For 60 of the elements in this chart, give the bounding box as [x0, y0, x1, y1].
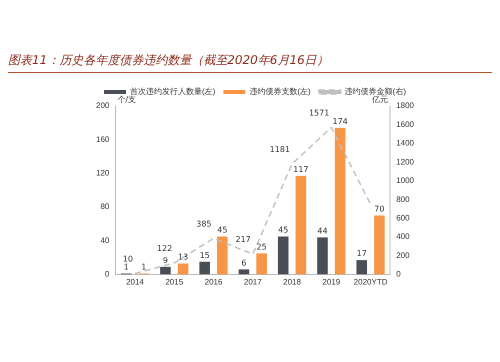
- data-label: 1: [124, 262, 129, 272]
- data-label: 9: [162, 256, 168, 265]
- y-tick-label: 120: [96, 168, 110, 178]
- x-tick-label: 2020YTD: [354, 277, 388, 286]
- x-tick-label: 2015: [165, 277, 184, 286]
- bar: [256, 253, 267, 274]
- data-label: 6: [241, 258, 246, 268]
- chart-title: 图表11：历史各年度债券违约数量（截至2020年6月16日）: [8, 52, 492, 73]
- bar: [317, 237, 328, 274]
- y-tick-label: 0: [104, 270, 110, 279]
- bar: [296, 176, 306, 274]
- data-label: 25: [256, 242, 267, 252]
- data-label: 1571: [308, 108, 330, 118]
- y2-tick-label: 1800: [396, 101, 415, 110]
- data-label: 1181: [270, 144, 290, 154]
- y-tick-label: 160: [96, 134, 110, 144]
- data-label: 44: [317, 226, 328, 236]
- legend-label: 首次违约发行人数量(左): [130, 87, 216, 96]
- legend-label: 违约债券金额(右): [344, 87, 406, 96]
- bar: [160, 266, 171, 274]
- y-axis-title: 个/支: [117, 95, 136, 104]
- bar: [356, 260, 368, 274]
- data-label: 117: [293, 164, 309, 174]
- data-label: 13: [178, 252, 188, 262]
- data-label: 217: [235, 235, 251, 244]
- data-label: 10: [122, 254, 133, 264]
- y2-tick-label: 1600: [396, 120, 415, 129]
- data-label: 385: [196, 219, 212, 228]
- bar: [178, 263, 188, 274]
- data-label: 122: [156, 244, 172, 254]
- y2-tick-label: 400: [396, 232, 410, 242]
- y2-tick-label: 600: [396, 213, 410, 222]
- x-tick-label: 2016: [204, 277, 223, 286]
- y-tick-label: 200: [96, 101, 110, 110]
- bar: [199, 262, 210, 274]
- bar: [334, 128, 346, 274]
- bar: [278, 236, 289, 274]
- y2-tick-label: 0: [396, 270, 402, 279]
- bar: [217, 236, 228, 274]
- data-label: 70: [374, 204, 384, 214]
- y2-tick-label: 1200: [396, 157, 415, 166]
- y2-tick-label: 1400: [396, 138, 415, 148]
- x-tick-label: 2014: [126, 277, 144, 286]
- y2-axis-title: 亿元: [371, 95, 388, 104]
- legend-label: 违约债券支数(左): [249, 87, 311, 96]
- data-label: 17: [356, 249, 367, 258]
- data-label: 1: [141, 262, 146, 272]
- x-tick-label: 2017: [244, 277, 262, 286]
- data-label: 15: [200, 250, 210, 260]
- y2-tick-label: 800: [396, 194, 410, 204]
- data-label: 45: [278, 226, 288, 235]
- data-label: 174: [332, 116, 348, 126]
- y-tick-label: 40: [100, 236, 110, 245]
- y2-tick-label: 200: [396, 250, 410, 260]
- bar: [374, 215, 385, 274]
- y2-tick-label: 1000: [396, 176, 415, 186]
- y-tick-label: 80: [100, 202, 110, 212]
- x-tick-label: 2019: [322, 277, 341, 286]
- x-tick-label: 2018: [283, 277, 302, 286]
- data-label: 45: [217, 226, 228, 235]
